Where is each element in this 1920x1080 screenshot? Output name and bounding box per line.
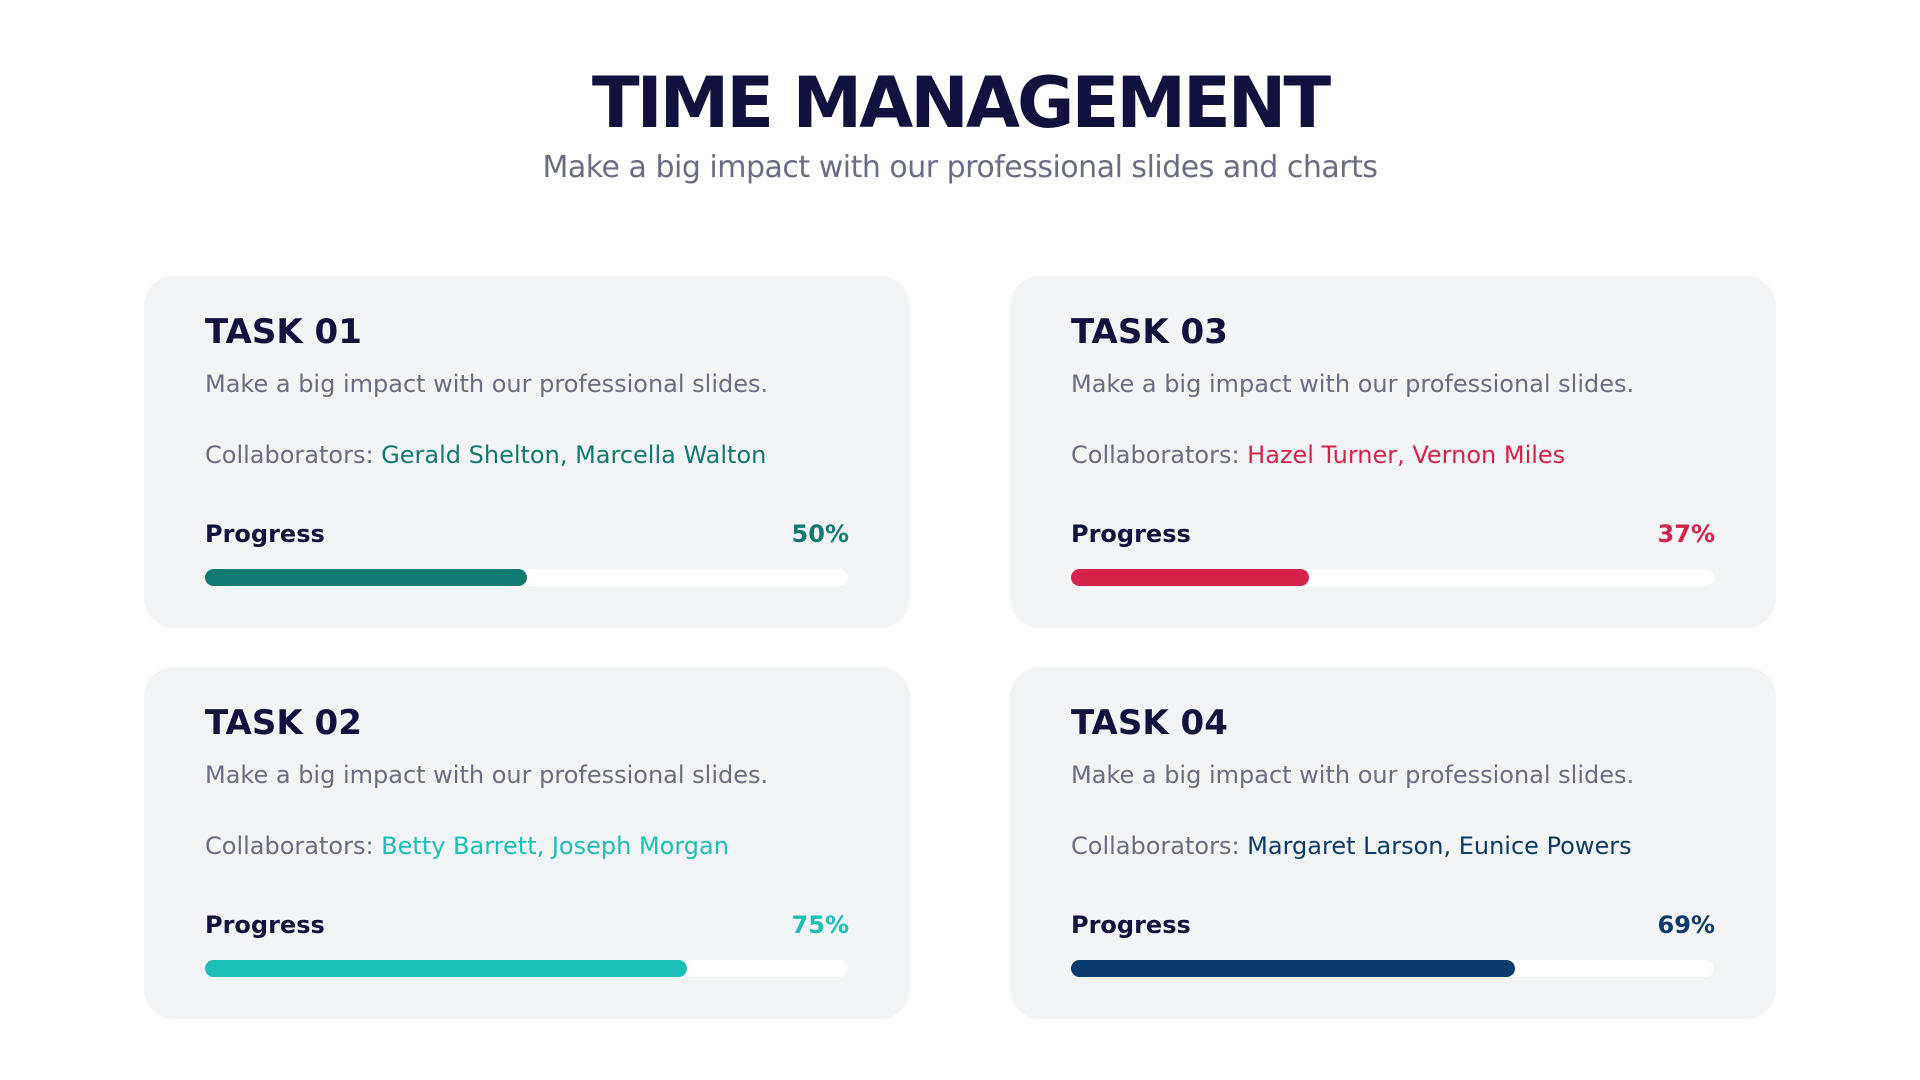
progress-value: 69% <box>1657 911 1715 939</box>
progress-heading: Progress <box>1071 911 1191 939</box>
task-title: TASK 02 <box>205 703 362 743</box>
progress-bar <box>1071 960 1515 977</box>
collaborators: Collaborators: Hazel Turner, Vernon Mile… <box>1071 441 1565 469</box>
title: TIME MANAGEMENT <box>591 62 1331 144</box>
progress-track <box>205 569 848 586</box>
task-description: Make a big impact with our professional … <box>205 761 769 789</box>
subtitle: Make a big impact with our professional … <box>542 150 1378 185</box>
task-description: Make a big impact with our professional … <box>205 370 769 398</box>
progress-heading: Progress <box>205 520 325 548</box>
progress-bar <box>1071 569 1309 586</box>
collaborator-names: Gerald Shelton, Marcella Walton <box>381 441 767 469</box>
progress-value: 37% <box>1657 520 1715 548</box>
progress-track <box>1071 569 1714 586</box>
progress-heading: Progress <box>1071 520 1191 548</box>
collaborators-label: Collaborators: <box>205 441 374 469</box>
collaborators-label: Collaborators: <box>205 832 374 860</box>
task-description: Make a big impact with our professional … <box>1071 761 1635 789</box>
progress-value: 75% <box>791 911 849 939</box>
progress-track <box>205 960 848 977</box>
collaborators: Collaborators: Margaret Larson, Eunice P… <box>1071 832 1632 860</box>
task-description: Make a big impact with our professional … <box>1071 370 1635 398</box>
task-title: TASK 01 <box>205 312 362 352</box>
collaborators-label: Collaborators: <box>1071 832 1240 860</box>
progress-bar <box>205 569 527 586</box>
collaborators: Collaborators: Betty Barrett, Joseph Mor… <box>205 832 729 860</box>
progress-heading: Progress <box>205 911 325 939</box>
task-card: TASK 03 Make a big impact with our profes… <box>1010 276 1776 628</box>
task-card: TASK 02 Make a big impact with our profes… <box>144 667 910 1019</box>
collaborators: Collaborators: Gerald Shelton, Marcella … <box>205 441 766 469</box>
progress-value: 50% <box>791 520 849 548</box>
task-card: TASK 01 Make a big impact with our profes… <box>144 276 910 628</box>
progress-bar <box>205 960 688 977</box>
task-card: TASK 04 Make a big impact with our profes… <box>1010 667 1776 1019</box>
task-title: TASK 04 <box>1071 703 1228 743</box>
task-title: TASK 03 <box>1071 312 1228 352</box>
collaborator-names: Margaret Larson, Eunice Powers <box>1247 832 1632 860</box>
collaborators-label: Collaborators: <box>1071 441 1240 469</box>
collaborator-names: Hazel Turner, Vernon Miles <box>1247 441 1566 469</box>
progress-track <box>1071 960 1714 977</box>
collaborator-names: Betty Barrett, Joseph Morgan <box>381 832 729 860</box>
